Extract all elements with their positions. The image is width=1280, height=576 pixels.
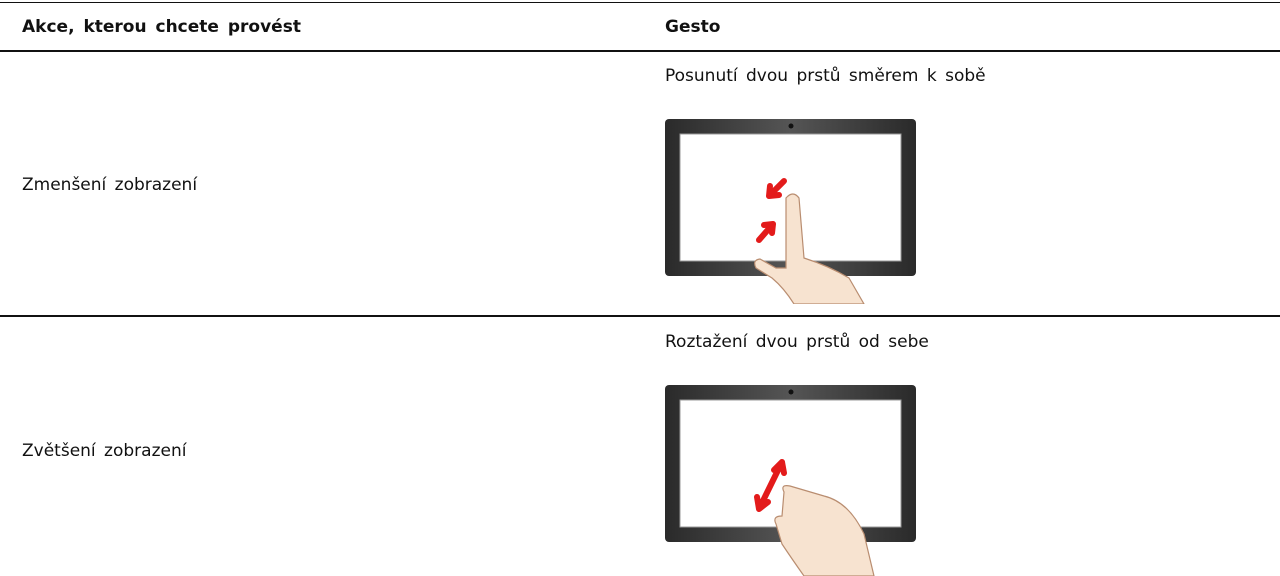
pinch-in-illustration (665, 119, 916, 304)
action-cell: Zmenšení zobrazení (22, 175, 198, 195)
pinch-out-illustration (665, 385, 916, 576)
action-cell: Zvětšení zobrazení (22, 441, 187, 461)
header-cell: Akce, kterou chcete provést (22, 17, 301, 37)
header-rule (0, 50, 1280, 52)
row-rule (0, 315, 1280, 317)
gesture-cell: Posunutí dvou prstů směrem k sobě (665, 66, 986, 86)
gesture-cell: Roztažení dvou prstů od sebe (665, 332, 929, 352)
table-top-rule (0, 2, 1280, 3)
header-cell: Gesto (665, 17, 721, 37)
